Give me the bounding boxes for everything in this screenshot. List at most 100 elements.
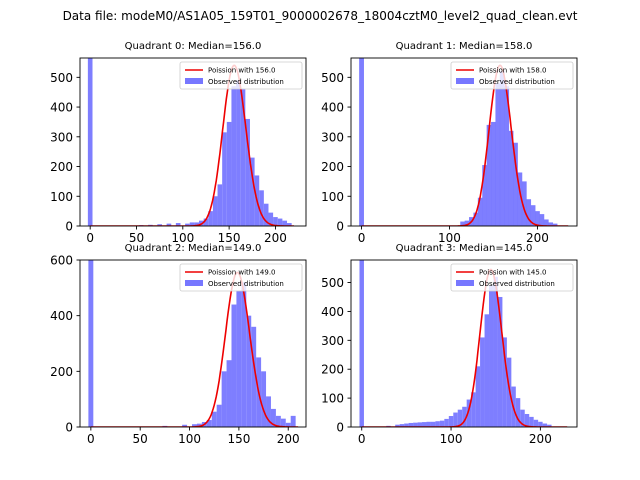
legend-label-poisson: Poission with 149.0 [208,269,276,277]
histogram-bar [404,423,409,427]
x-tick-label: 200 [529,432,552,446]
histogram-bar [266,396,271,427]
legend-box [179,263,303,292]
legend-box [450,263,574,292]
histogram-bar [535,211,540,226]
legend: Poission with 145.0 Observed distribution [450,263,574,292]
histogram-bar [521,181,527,226]
histogram-bar [157,224,162,226]
histogram-bar [417,422,423,427]
histogram-bar [395,424,400,427]
histogram-bar [222,132,227,226]
histogram-bar [189,222,195,226]
histogram-bar [520,409,525,427]
histogram-bar [275,415,281,427]
histogram-bar [457,409,463,427]
y-tick-label: 100 [321,392,344,406]
histogram-bar [413,422,418,427]
histogram-bar [196,423,202,427]
x-tick-label: 100 [171,231,194,245]
panel-title: Quadrant 2: Median=149.0 [125,243,262,254]
histogram-bar [280,418,286,427]
legend: Poission with 149.0 Observed distribution [179,263,303,292]
x-tick-label: 0 [358,231,366,245]
histogram-bar [273,217,278,226]
histogram-bar [208,211,213,226]
histogram-bar [466,399,472,427]
histogram-bar [359,58,364,226]
quadrant-0-panel: 0 50 100 150 200 0 100 200 300 400 500 Quadrant 0: … [50,41,307,245]
histogram-bar [203,218,209,226]
legend-label-poisson: Poission with 156.0 [208,67,276,75]
y-tick-label: 100 [50,190,73,204]
y-tick-label: 400 [321,305,344,319]
histogram-bar [542,423,548,427]
histogram-bar [480,337,485,427]
axes-frame [350,259,578,428]
histogram-bar [290,415,296,427]
histogram-bar [236,80,241,226]
x-tick-label: 150 [218,231,241,245]
histogram-bar [499,71,505,226]
y-tick-label: 600 [50,254,73,268]
legend-bar-swatch [185,280,203,286]
y-tick-label: 200 [50,160,73,174]
histogram-bar [439,420,445,427]
histogram-bar [226,121,232,226]
legend: Poission with 156.0 Observed distribution [179,61,303,90]
legend-box [450,61,574,90]
plot-area [359,58,569,226]
histogram-bar [539,214,545,226]
histogram-bar [241,282,247,427]
histogram-bar [285,422,291,427]
histogram-bar [192,424,197,427]
legend: Poission with 158.0 Observed distribution [450,61,574,90]
y-tick-label: 300 [321,130,344,144]
histogram-bar [491,121,496,226]
y-tick-label: 0 [65,220,73,234]
axes-frame [350,57,578,227]
y-tick-label: 0 [336,421,344,435]
legend-box [179,61,303,90]
x-tick-label: 200 [277,432,300,446]
histogram-bar [497,296,503,427]
y-tick-label: 0 [336,220,344,234]
histogram-bar [359,260,364,427]
x-tick-label: 0 [358,432,366,446]
histogram-bar [231,304,237,427]
x-tick-label: 100 [178,432,201,446]
histogram-bar [473,212,479,226]
x-tick-label: 0 [86,231,94,245]
histogram-bar [502,337,507,427]
histogram-bar [246,315,252,427]
histogram-bar [211,411,217,427]
histogram-bar [277,218,283,226]
x-tick-label: 200 [264,231,287,245]
histogram-bar [426,421,431,427]
histogram-bar [489,285,494,427]
histogram-bar [526,199,532,226]
histogram-bar [464,220,470,226]
histogram-bar [543,219,549,226]
histogram-bar [477,197,483,226]
y-tick-label: 400 [321,101,344,115]
y-tick-label: 100 [321,190,344,204]
histogram-bar [249,157,255,226]
histogram-bar [287,223,292,226]
histogram-bar [444,418,449,427]
histogram-bar [508,130,514,226]
histogram-bar [529,416,534,427]
histogram-bar [217,184,223,226]
legend-label-observed: Observed distribution [208,78,284,86]
histogram-bar [548,222,554,226]
x-tick-label: 50 [133,432,148,446]
histogram-bar [231,86,237,226]
legend-bar-swatch [456,280,474,286]
y-tick-label: 0 [65,421,73,435]
y-tick-label: 500 [321,71,344,85]
legend-label-poisson: Poission with 145.0 [479,269,547,277]
y-tick-label: 200 [321,160,344,174]
histogram-bar [399,424,405,427]
histogram-bar [268,212,274,226]
